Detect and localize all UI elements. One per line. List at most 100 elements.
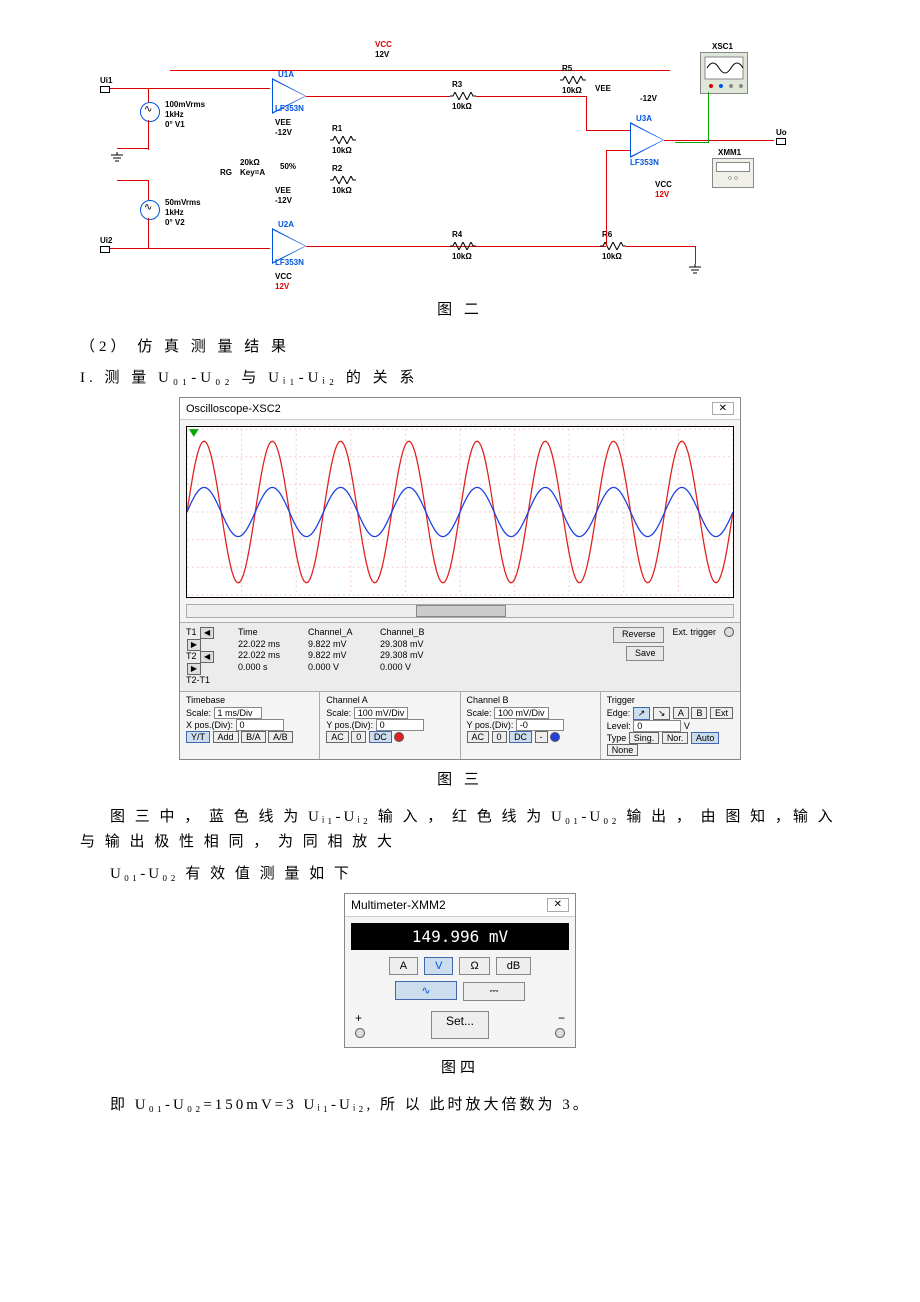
u2a-vcc: VCC [275, 272, 292, 281]
cursor-t2-label: T2 [186, 651, 197, 661]
u3a-vccv: 12V [655, 190, 669, 199]
ext-trigger-label: Ext. trigger [672, 627, 716, 639]
source-v2: ∿ [140, 200, 160, 220]
cha-t1: 9.822 mV [308, 639, 372, 651]
resistor-r3 [450, 92, 476, 100]
level-input[interactable]: 0 [633, 720, 681, 732]
mm-plus-port[interactable] [355, 1028, 365, 1038]
chb-coupling-[interactable]: - [535, 731, 548, 743]
r3-name: R3 [452, 80, 462, 89]
mm-mode-v[interactable]: V [424, 957, 453, 975]
trig-edge-ext[interactable]: Ext [710, 707, 733, 719]
waveform-scrollbar[interactable] [186, 604, 734, 618]
r5-name: R5 [562, 64, 572, 73]
tb-xpos-input[interactable]: 0 [236, 719, 284, 731]
trig-type-sing[interactable]: Sing. [629, 732, 660, 744]
timebase-panel: Timebase Scale: 1 ms/Div X pos.(Div): 0 … [180, 692, 320, 759]
edge-label: Edge: [607, 708, 631, 718]
mm-mode-ω[interactable]: Ω [459, 957, 489, 975]
t2-right-button[interactable]: ▶ [187, 663, 201, 675]
v1-amp: 100mVrms [165, 100, 205, 109]
tb-mode-yt[interactable]: Y/T [186, 731, 210, 743]
resistor-r5 [560, 76, 586, 84]
multimeter-xmm1: ○ ○ [712, 158, 754, 188]
chb-scale-input[interactable]: 100 mV/Div [494, 707, 549, 719]
chb-panel-header: Channel B [467, 695, 594, 705]
mm-mode-db[interactable]: dB [496, 957, 531, 975]
cha-coupling-0[interactable]: 0 [351, 731, 366, 743]
r5-vee: VEE [595, 84, 611, 93]
chb-coupling-dc[interactable]: DC [509, 731, 532, 743]
cha-scale-input[interactable]: 100 mV/Div [354, 707, 409, 719]
u2a-vee: VEE [275, 186, 291, 195]
trig-edge-[interactable]: ↗ [633, 707, 651, 720]
trig-edge-[interactable]: ↘ [653, 707, 671, 720]
cha-panel-header: Channel A [326, 695, 453, 705]
t2-left-button[interactable]: ◀ [200, 651, 214, 663]
ext-trigger-led [724, 627, 734, 637]
tb-mode-add[interactable]: Add [213, 731, 239, 743]
cha-coupling-ac[interactable]: AC [326, 731, 349, 743]
chb-led [550, 732, 560, 742]
close-button[interactable]: ✕ [712, 402, 734, 415]
resistor-r6 [600, 242, 626, 250]
u1a-chip: LF353N [275, 104, 304, 113]
cha-coupling-dc[interactable]: DC [369, 731, 392, 743]
channel-a-panel: Channel A Scale: 100 mV/Div Y pos.(Div):… [320, 692, 460, 759]
r3-val: 10kΩ [452, 102, 472, 111]
source-v1: ∿ [140, 102, 160, 122]
mm-signal-0[interactable]: ∿ [395, 981, 457, 1000]
mm-close-button[interactable]: ✕ [547, 898, 569, 912]
chb-ypos-input[interactable]: -0 [516, 719, 564, 731]
scope-title: Oscilloscope-XSC2 [186, 403, 281, 415]
resistor-r2 [330, 176, 356, 184]
resistor-r4 [450, 242, 476, 250]
paragraph-3: 即 U₀₁-U₀₂=150mV=3 Uᵢ₁-Uᵢ₂, 所 以 此时放大倍数为 3… [80, 1093, 840, 1119]
rg-name: RG [220, 168, 232, 177]
cha-ypos-label: Y pos.(Div): [326, 720, 373, 730]
ground-icon-2 [688, 264, 702, 274]
waveform-display [186, 426, 734, 598]
vee-v2: -12V [640, 94, 657, 103]
u1a-vee: VEE [275, 118, 291, 127]
tb-mode-ab[interactable]: A/B [268, 731, 293, 743]
mm-display: 149.996 mV [351, 923, 569, 950]
reverse-button[interactable]: Reverse [613, 627, 665, 643]
trig-type-nor[interactable]: Nor. [662, 732, 689, 744]
mm-set-button[interactable]: Set... [431, 1011, 489, 1039]
scope-xsc1 [700, 52, 748, 94]
cha-scale-label: Scale: [326, 708, 351, 718]
trig-type-none[interactable]: None [607, 744, 639, 756]
mm-minus-label: − [558, 1011, 565, 1025]
trig-edge-b[interactable]: B [691, 707, 707, 719]
xsc1-label: XSC1 [712, 42, 733, 51]
ground-icon [110, 152, 124, 162]
tb-scale-input[interactable]: 1 ms/Div [214, 707, 262, 719]
time-t2: 22.022 ms [238, 650, 300, 662]
trig-edge-a[interactable]: A [673, 707, 689, 719]
cha-ypos-input[interactable]: 0 [376, 719, 424, 731]
chb-coupling-0[interactable]: 0 [492, 731, 507, 743]
save-button[interactable]: Save [626, 646, 665, 662]
tb-xpos-label: X pos.(Div): [186, 720, 233, 730]
t1-left-button[interactable]: ◀ [200, 627, 214, 639]
trig-type-label: Type [607, 733, 627, 743]
u2a-veev: -12V [275, 196, 292, 205]
tb-mode-ba[interactable]: B/A [241, 731, 266, 743]
mm-minus-port[interactable] [555, 1028, 565, 1038]
trig-type-auto[interactable]: Auto [691, 732, 720, 744]
uo-label: Uo [776, 128, 787, 137]
vcc-volt: 12V [375, 50, 389, 59]
chb-coupling-ac[interactable]: AC [467, 731, 490, 743]
r4-name: R4 [452, 230, 462, 239]
t1-right-button[interactable]: ▶ [187, 639, 201, 651]
cha-diff: 0.000 V [308, 662, 372, 674]
mm-mode-a[interactable]: A [389, 957, 418, 975]
r2-name: R2 [332, 164, 342, 173]
mm-signal-1[interactable]: ⎓ [463, 982, 525, 1001]
v1-freq: 1kHz [165, 110, 184, 119]
chb-t1: 29.308 mV [380, 639, 444, 651]
ui1-label: Ui1 [100, 76, 112, 85]
level-unit: V [684, 721, 690, 731]
cursor-diff-label: T2-T1 [186, 675, 230, 687]
